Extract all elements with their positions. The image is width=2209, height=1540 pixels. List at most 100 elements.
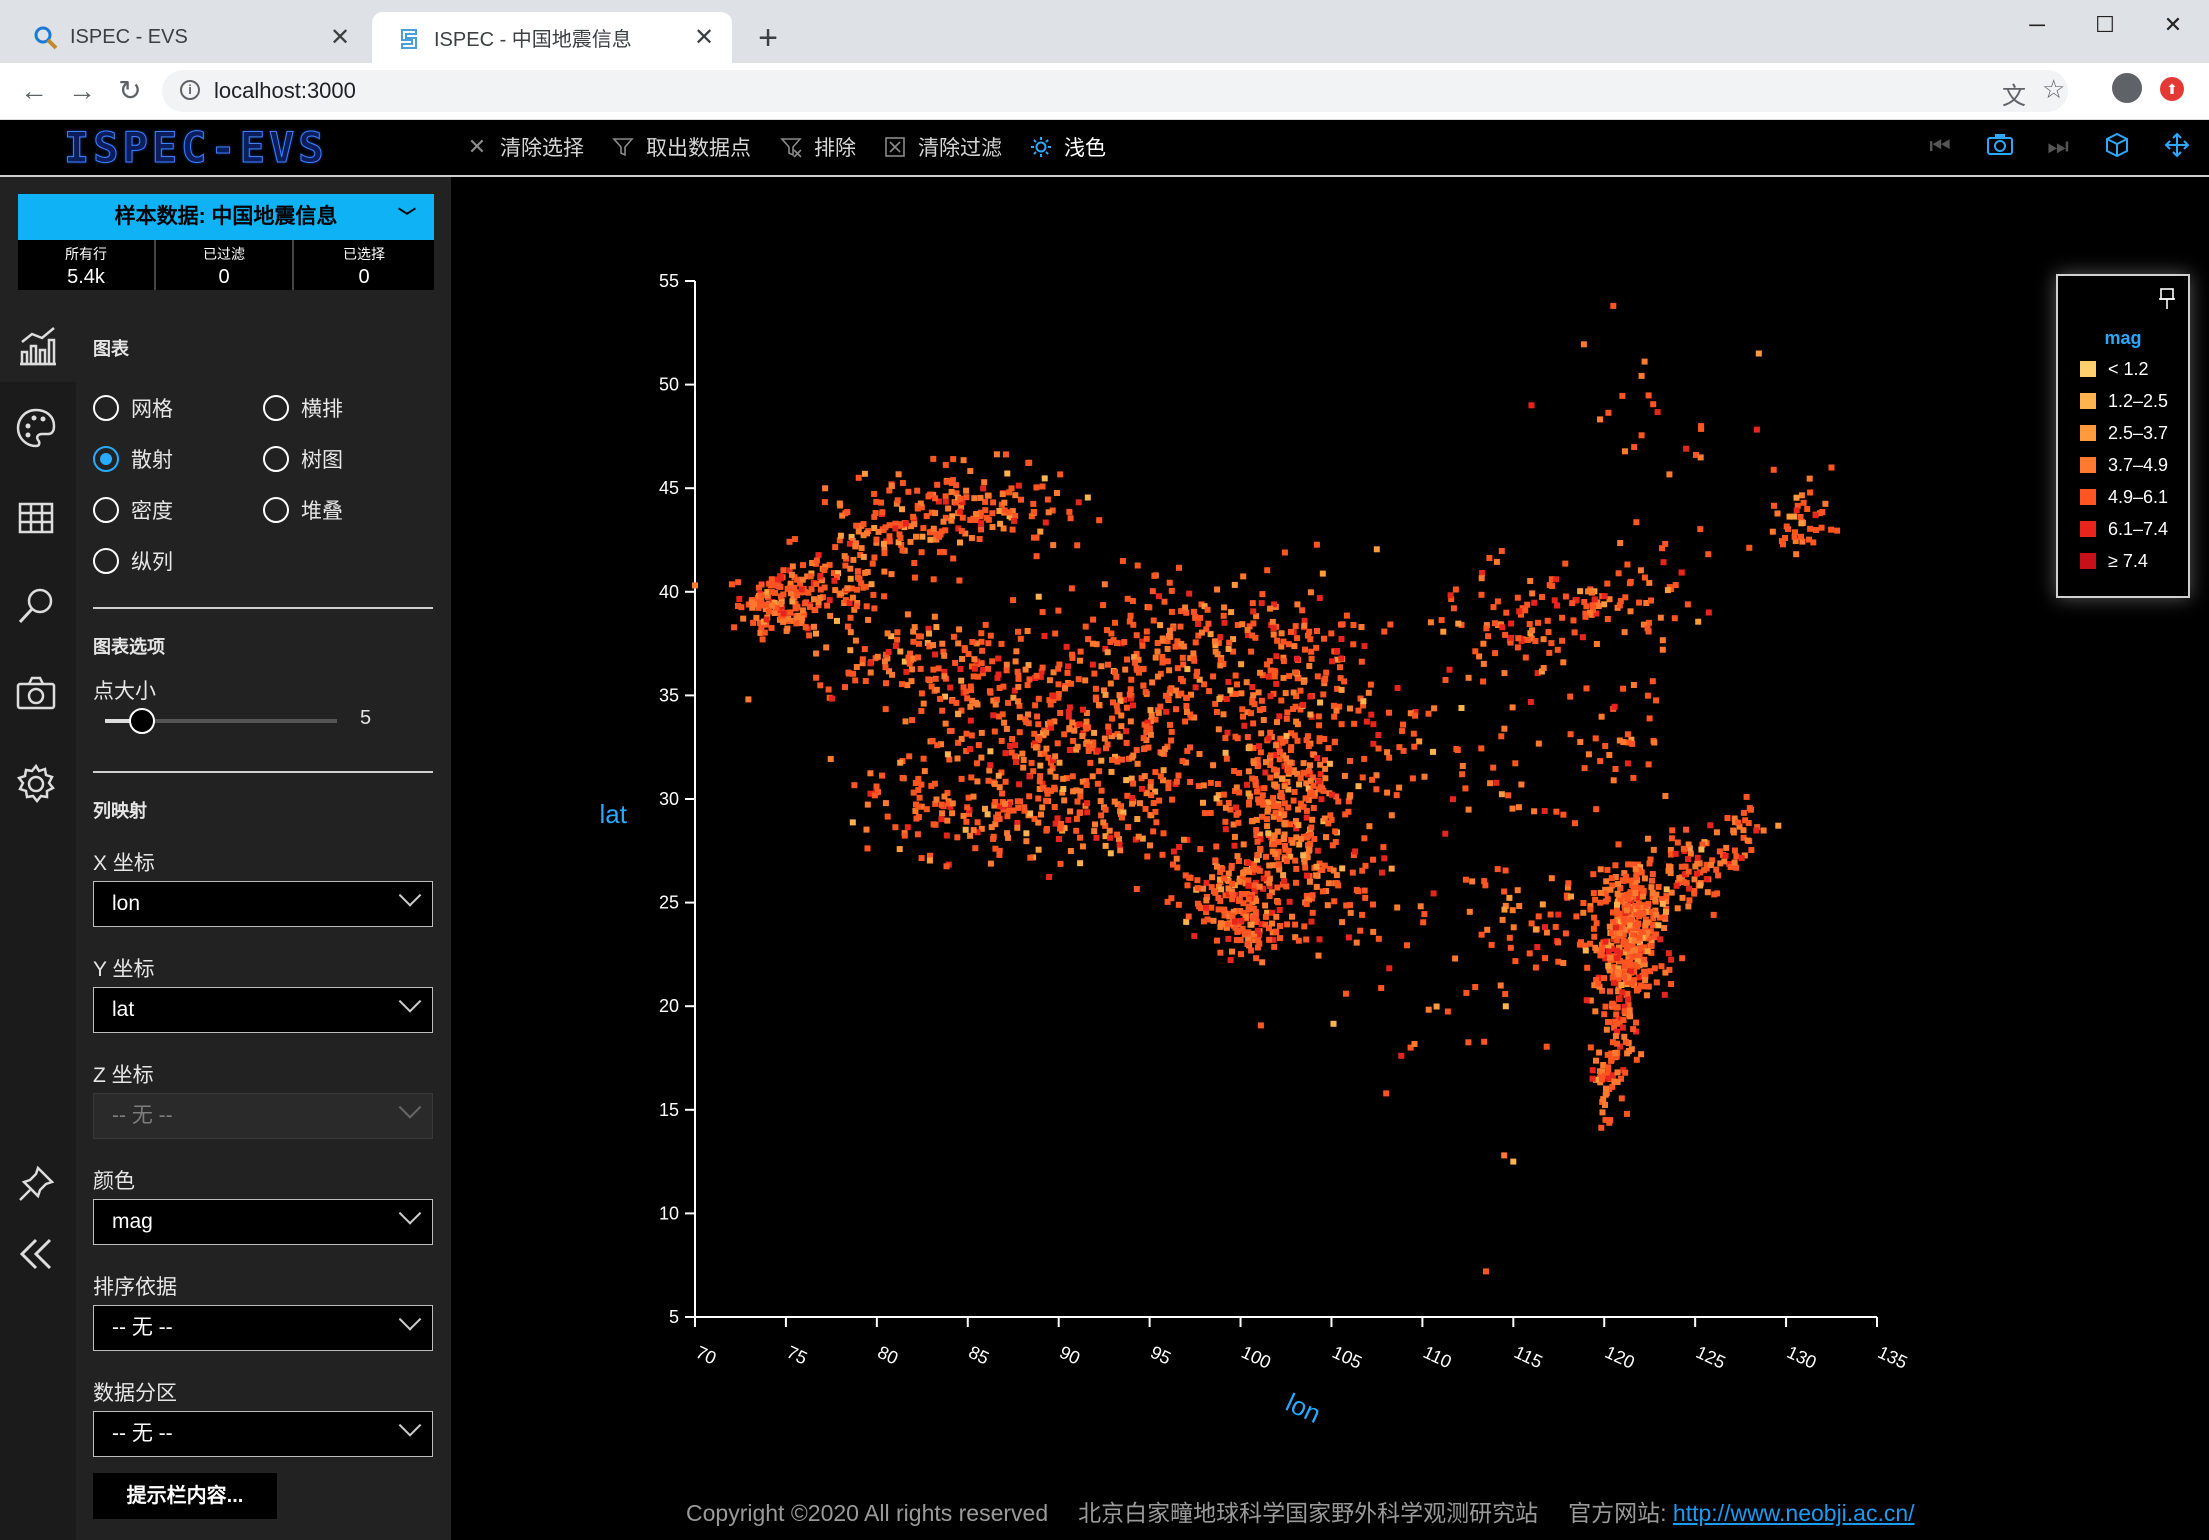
data-point — [1057, 471, 1064, 478]
data-point — [945, 800, 952, 807]
data-point — [1032, 740, 1039, 747]
new-tab-button[interactable]: + — [758, 19, 778, 57]
data-point — [1615, 570, 1622, 577]
data-point — [1666, 471, 1673, 478]
previous-icon[interactable]: ⏮ — [1929, 133, 1951, 160]
data-point — [1025, 711, 1031, 718]
data-point — [788, 571, 795, 578]
next-icon[interactable]: ⏭ — [2047, 133, 2069, 160]
data-point — [1646, 715, 1653, 722]
tab-close-icon[interactable]: ✕ — [693, 24, 715, 51]
app-logo: ISPEC-EVS — [64, 123, 328, 172]
data-point — [1175, 901, 1182, 908]
chart-type-scatter[interactable]: 散射 — [93, 444, 173, 474]
gear-icon[interactable] — [14, 762, 62, 810]
minimize-icon[interactable]: ─ — [2029, 12, 2045, 37]
profile-icon[interactable] — [2112, 73, 2142, 103]
site-icon — [396, 24, 424, 52]
data-point — [1138, 785, 1145, 792]
data-point — [921, 768, 928, 775]
data-point — [804, 573, 811, 580]
data-point — [1243, 867, 1250, 874]
radio-label: 堆叠 — [301, 500, 343, 523]
scatter-plot[interactable]: 70 75 80 85 90 95 100 105 110 115 120 125 130 1355101… — [451, 177, 2209, 1540]
data-point — [942, 527, 949, 534]
forward-icon[interactable]: → — [68, 75, 96, 106]
data-point — [1300, 852, 1307, 859]
browser-tab-evs[interactable]: ISPEC - EVS ✕ — [8, 12, 368, 63]
dataset-selector[interactable]: 样本数据: 中国地震信息 ﹀ — [18, 194, 434, 240]
point-size-slider-track[interactable] — [105, 719, 337, 723]
data-point — [1280, 674, 1287, 681]
pin-icon[interactable] — [14, 1162, 62, 1210]
chart-type-grid[interactable]: 网格 — [93, 393, 173, 423]
chart-type-stack[interactable]: 堆叠 — [263, 495, 343, 525]
site-link[interactable]: http://www.neobji.ac.cn/ — [1672, 1500, 1915, 1526]
point-size-slider-handle[interactable] — [129, 708, 156, 734]
star-icon[interactable]: ☆ — [2042, 74, 2066, 104]
data-point — [1147, 842, 1153, 849]
camera-icon[interactable] — [1985, 132, 2015, 162]
data-point — [1276, 749, 1283, 756]
data-point — [1613, 947, 1620, 954]
data-point — [1585, 751, 1592, 758]
reload-icon[interactable]: ↻ — [118, 75, 142, 106]
clear-filter-button[interactable]: 清除过滤 — [884, 128, 1002, 166]
data-point — [1411, 743, 1418, 750]
data-point — [1002, 750, 1009, 757]
palette-icon[interactable] — [14, 406, 62, 454]
browser-tab-earthquake[interactable]: ISPEC - 中国地震信息 ✕ — [372, 12, 732, 63]
chart-type-row[interactable]: 横排 — [263, 393, 343, 423]
data-point — [1161, 746, 1168, 753]
data-point — [913, 533, 919, 540]
extension-icon[interactable]: ⬆ — [2160, 77, 2184, 101]
data-point — [1615, 971, 1622, 978]
data-point — [1254, 852, 1261, 859]
collapse-icon[interactable] — [14, 1232, 62, 1280]
move-icon[interactable] — [2162, 132, 2192, 162]
cube-icon[interactable] — [2102, 132, 2132, 162]
data-point — [1059, 789, 1066, 796]
x-axis-select[interactable]: lon — [93, 881, 433, 927]
extract-points-button[interactable]: 取出数据点 — [612, 128, 751, 166]
table-icon[interactable] — [14, 496, 62, 544]
data-point — [910, 628, 917, 635]
data-point — [1478, 591, 1485, 598]
x-tick-label: 95 — [1147, 1342, 1174, 1369]
chart-type-density[interactable]: 密度 — [93, 495, 173, 525]
exclude-button[interactable]: 排除 — [780, 128, 856, 166]
search-icon[interactable] — [14, 584, 62, 632]
data-point — [1616, 996, 1623, 1002]
chart-tab[interactable] — [0, 312, 76, 382]
data-point — [1261, 785, 1268, 792]
maximize-icon[interactable]: ☐ — [2095, 12, 2115, 37]
window-close-icon[interactable]: ✕ — [2163, 12, 2183, 37]
data-point — [1278, 794, 1285, 800]
data-point — [1035, 593, 1042, 600]
tooltip-content-button[interactable]: 提示栏内容... — [93, 1473, 277, 1519]
y-tick-label: 10 — [659, 1203, 679, 1223]
pin-icon[interactable] — [2158, 288, 2176, 315]
data-point — [1416, 738, 1423, 745]
light-theme-button[interactable]: 浅色 — [1030, 128, 1106, 166]
data-point — [993, 451, 1000, 458]
chart-type-treemap[interactable]: 树图 — [263, 444, 343, 474]
data-point — [1014, 819, 1021, 826]
data-point — [1480, 678, 1487, 685]
back-icon[interactable]: ← — [20, 75, 48, 106]
color-select[interactable]: mag — [93, 1199, 433, 1245]
omnibox[interactable]: i localhost:3000 文 ☆ — [162, 70, 2068, 112]
data-point — [1599, 1068, 1606, 1075]
sort-select[interactable]: -- 无 -- — [93, 1305, 433, 1351]
data-point — [1345, 798, 1352, 805]
clear-selection-button[interactable]: ✕ 清除选择 — [466, 128, 584, 166]
chart-type-column[interactable]: 纵列 — [93, 546, 173, 576]
data-point — [1705, 609, 1712, 616]
camera-icon[interactable] — [14, 672, 62, 720]
tab-close-icon[interactable]: ✕ — [329, 24, 351, 51]
partition-select[interactable]: -- 无 -- — [93, 1411, 433, 1457]
info-icon[interactable]: i — [180, 80, 200, 100]
data-point — [1110, 637, 1117, 644]
translate-icon[interactable]: 文 — [2002, 83, 2026, 110]
y-axis-select[interactable]: lat — [93, 987, 433, 1033]
